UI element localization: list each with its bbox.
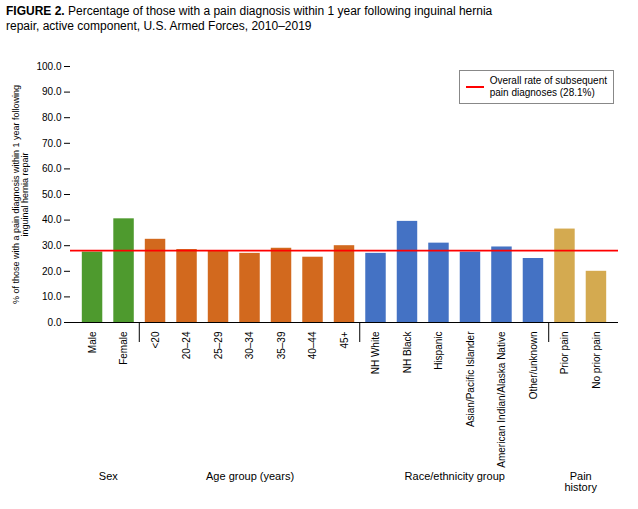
svg-text:NH White: NH White — [370, 331, 381, 374]
svg-text:No prior pain: No prior pain — [591, 332, 602, 389]
svg-text:Race/ethnicity group: Race/ethnicity group — [405, 470, 505, 482]
svg-text:60.0: 60.0 — [42, 163, 62, 174]
svg-text:20.0: 20.0 — [42, 266, 62, 277]
svg-text:40.0: 40.0 — [42, 214, 62, 225]
svg-text:Age group (years): Age group (years) — [206, 470, 294, 482]
html-text:Overall rate of subsequent pai: Overall rate of subsequent pain diagnose… — [489, 75, 607, 98]
svg-text:Painhistory: Painhistory — [565, 470, 598, 493]
svg-text:90.0: 90.0 — [42, 86, 62, 97]
svg-text:80.0: 80.0 — [42, 112, 62, 123]
svg-text:70.0: 70.0 — [42, 138, 62, 149]
svg-text:Asian/Pacific Islander: Asian/Pacific Islander — [465, 331, 476, 427]
svg-text:Other/unknown: Other/unknown — [528, 332, 539, 400]
svg-text:Female: Female — [118, 331, 129, 365]
svg-text:35–39: 35–39 — [276, 331, 287, 359]
html-text:FIGURE 2. Percentage of those: FIGURE 2. Percentage of those with a pai… — [6, 4, 493, 33]
svg-text:45+: 45+ — [339, 331, 350, 348]
svg-text:10.0: 10.0 — [42, 291, 62, 302]
svg-text:30.0: 30.0 — [42, 240, 62, 251]
svg-text:American Indian/Alaska Native: American Indian/Alaska Native — [496, 331, 507, 468]
svg-text:30–34: 30–34 — [244, 331, 255, 359]
svg-text:Sex: Sex — [99, 470, 118, 482]
svg-text:% of those with a pain diagnos: % of those with a pain diagnosis within … — [11, 85, 30, 304]
svg-text:<20: <20 — [150, 331, 161, 348]
svg-text:50.0: 50.0 — [42, 189, 62, 200]
svg-text:25–29: 25–29 — [213, 331, 224, 359]
svg-text:40–44: 40–44 — [307, 331, 318, 359]
svg-text:Prior pain: Prior pain — [559, 332, 570, 375]
svg-text:0.0: 0.0 — [48, 317, 62, 328]
svg-text:NH Black: NH Black — [402, 331, 413, 374]
svg-text:Male: Male — [87, 331, 98, 353]
svg-text:20–24: 20–24 — [181, 331, 192, 359]
svg-text:Hispanic: Hispanic — [433, 332, 444, 370]
svg-text:100.0: 100.0 — [36, 61, 61, 72]
